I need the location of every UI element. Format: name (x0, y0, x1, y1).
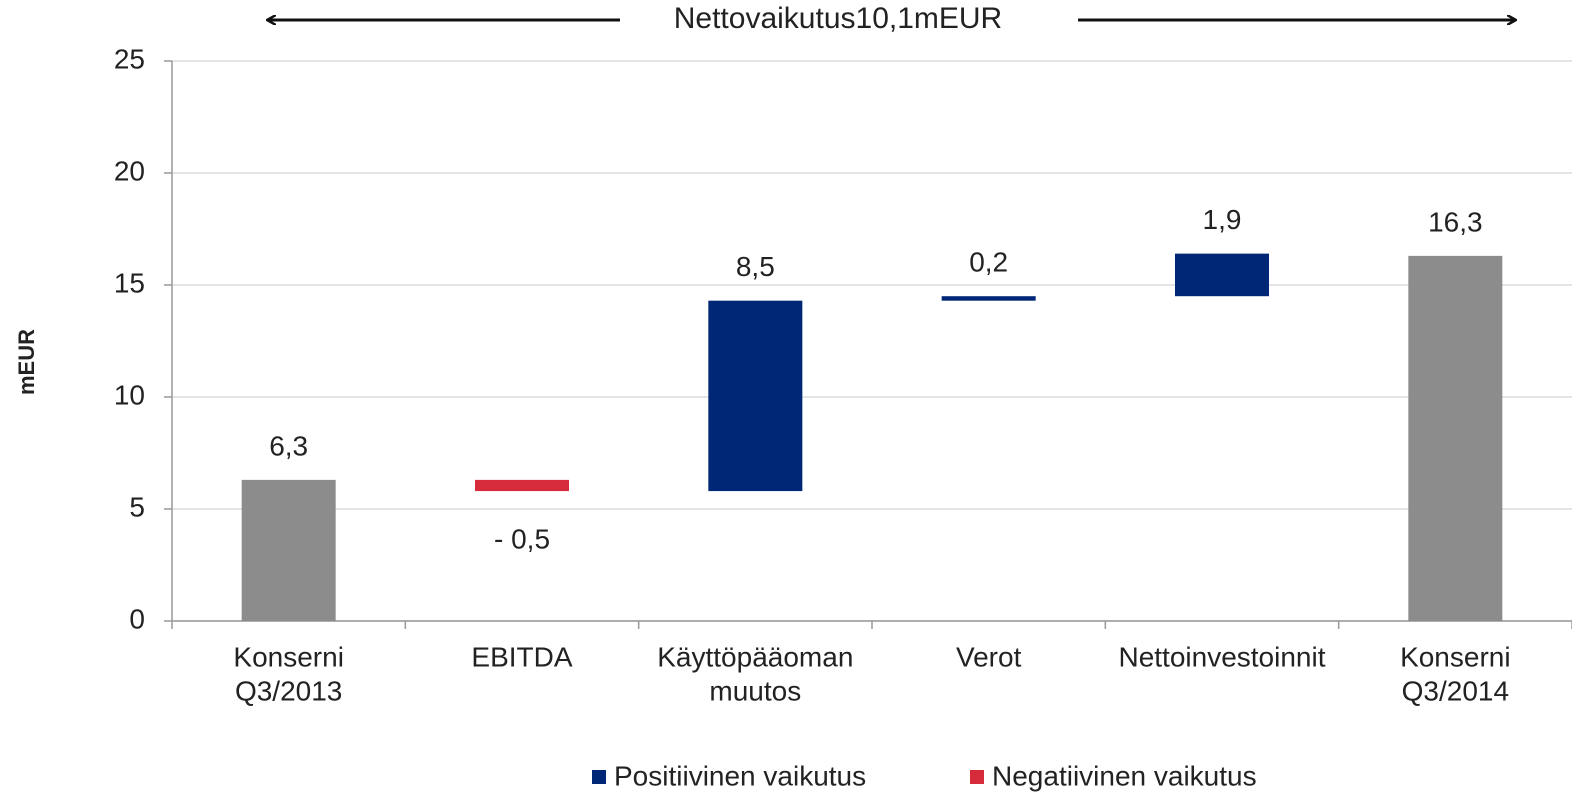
x-tick-label: Käyttöpääoman (657, 641, 853, 672)
y-tick-label: 10 (114, 379, 145, 410)
y-tick-label: 5 (129, 491, 145, 522)
value-label: 0,2 (969, 247, 1008, 278)
y-tick-label: 15 (114, 267, 145, 298)
legend-swatch (970, 770, 984, 784)
x-tick-label: Nettoinvestoinnit (1118, 641, 1325, 672)
value-label: 16,3 (1428, 206, 1483, 237)
legend-label: Positiivinen vaikutus (614, 760, 866, 791)
x-tick-label: Konserni (1400, 641, 1511, 672)
y-tick-label: 20 (114, 155, 145, 186)
value-label: - 0,5 (494, 523, 550, 554)
x-tick-label: Q3/2013 (235, 675, 342, 706)
x-tick-label: EBITDA (471, 641, 572, 672)
x-tick-label: Q3/2014 (1402, 675, 1509, 706)
x-tick-label: Verot (956, 641, 1022, 672)
legend-swatch (592, 770, 606, 784)
bar (1175, 253, 1269, 297)
y-axis-label: mEUR (14, 329, 39, 395)
value-label: 6,3 (269, 430, 308, 461)
value-label: 8,5 (736, 251, 775, 282)
bar (708, 300, 803, 492)
annotation: Nettovaikutus10,1mEUR (674, 2, 1002, 35)
y-tick-label: 25 (114, 43, 145, 74)
y-tick-label: 0 (129, 603, 145, 634)
x-tick-label: Konserni (233, 641, 344, 672)
bar (241, 479, 336, 621)
bar (941, 296, 1036, 301)
legend-label: Negatiivinen vaikutus (992, 760, 1257, 791)
bar (475, 479, 569, 492)
value-label: 1,9 (1203, 204, 1242, 235)
x-tick-label: muutos (709, 675, 801, 706)
bar (1408, 255, 1503, 621)
